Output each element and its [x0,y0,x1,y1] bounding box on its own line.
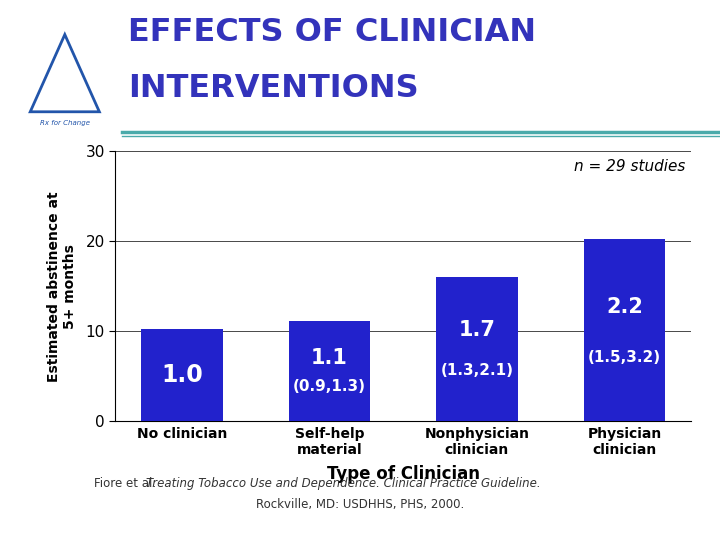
Bar [141,328,222,421]
Text: (1.5,3.2): (1.5,3.2) [588,350,661,365]
Text: 1.0: 1.0 [161,363,203,387]
Text: Rx for Change: Rx for Change [40,120,90,126]
Bar [289,321,370,421]
Text: n = 29 studies: n = 29 studies [574,159,685,174]
Text: 1.7: 1.7 [459,320,495,341]
Y-axis label: Estimated abstinence at
5+ months: Estimated abstinence at 5+ months [47,191,77,382]
X-axis label: Type of Clinician: Type of Clinician [327,465,480,483]
Text: (1.3,2.1): (1.3,2.1) [441,363,513,379]
Text: (0.9,1.3): (0.9,1.3) [293,379,366,394]
Text: 1.1: 1.1 [311,348,348,368]
Text: INTERVENTIONS: INTERVENTIONS [128,72,419,104]
Text: EFFECTS OF CLINICIAN: EFFECTS OF CLINICIAN [128,17,536,48]
Text: Treating Tobacco Use and Dependence. Clinical Practice Guideline.: Treating Tobacco Use and Dependence. Cli… [146,477,541,490]
Text: 2.2: 2.2 [606,296,643,316]
Text: Rockville, MD: USDHHS, PHS, 2000.: Rockville, MD: USDHHS, PHS, 2000. [256,498,464,511]
Text: Fiore et al.: Fiore et al. [94,477,159,490]
Bar [584,239,665,421]
Bar [436,277,518,421]
